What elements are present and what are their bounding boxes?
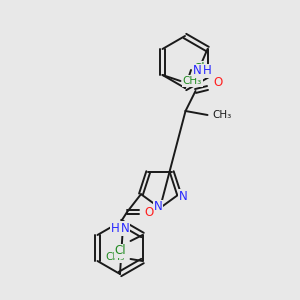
Text: CH₃: CH₃ [212,110,231,120]
Text: N: N [154,200,162,214]
Text: H: H [111,222,119,235]
Text: N: N [193,64,202,77]
Text: Cl: Cl [115,244,126,257]
Text: H: H [203,64,212,77]
Text: CH₃: CH₃ [105,252,124,262]
Text: O: O [144,206,154,219]
Text: O: O [213,76,222,89]
Text: Cl: Cl [193,61,205,74]
Text: N: N [178,190,188,203]
Text: CH₃: CH₃ [183,76,202,86]
Text: N: N [121,222,129,235]
